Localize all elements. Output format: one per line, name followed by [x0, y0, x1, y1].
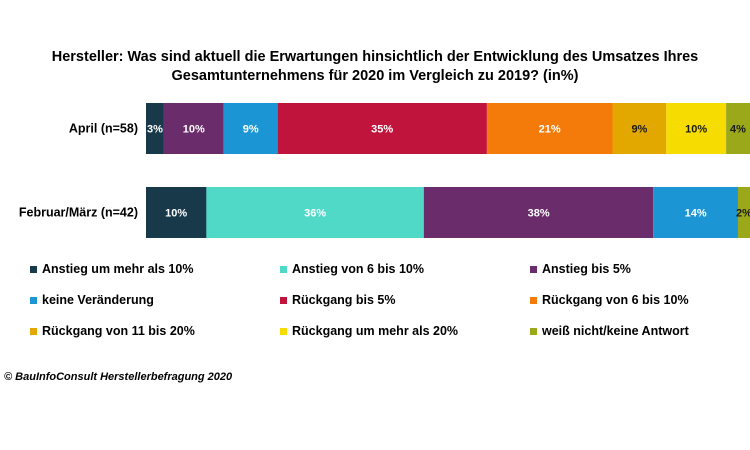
bar-segment — [163, 103, 224, 154]
legend-label: keine Veränderung — [42, 293, 154, 307]
data-label: 9% — [243, 124, 259, 136]
data-label: 35% — [371, 124, 393, 136]
legend-label: Rückgang von 11 bis 20% — [42, 324, 195, 338]
bar-segment — [726, 103, 750, 154]
bar-segment — [423, 187, 654, 238]
legend-item: Anstieg bis 5% — [530, 262, 730, 276]
legend-swatch — [280, 265, 287, 273]
bar-segment — [146, 103, 164, 154]
bar-segment — [737, 187, 750, 238]
stacked-bar-chart: April (n=58) 3% 10% 9% 35% 21% 9% 10% 4% Februar/… — [19, 103, 750, 238]
legend-item: Rückgang von 6 bis 10% — [530, 293, 730, 307]
legend-swatch — [280, 327, 287, 335]
data-label: 4% — [730, 124, 746, 136]
legend-item: Rückgang von 11 bis 20% — [30, 324, 280, 338]
legend-item: weiß nicht/keine Antwort — [530, 324, 730, 338]
category-label: Februar/März (n=42) — [19, 206, 138, 220]
legend-label: Rückgang um mehr als 20% — [292, 324, 459, 338]
data-label: 21% — [539, 124, 561, 136]
legend-swatch — [530, 327, 537, 335]
legend-swatch — [30, 327, 37, 335]
legend-label: Rückgang bis 5% — [292, 293, 396, 307]
data-label: 38% — [528, 208, 550, 220]
legend-item: Anstieg von 6 bis 10% — [280, 262, 530, 276]
bar-segment — [653, 187, 738, 238]
bar-segment — [223, 103, 278, 154]
legend-swatch — [30, 296, 37, 304]
data-label: 10% — [183, 124, 205, 136]
data-label: 2% — [736, 208, 750, 220]
legend-swatch — [280, 296, 287, 304]
bar-segment — [206, 187, 424, 238]
legend-item: Rückgang um mehr als 20% — [280, 324, 530, 338]
legend-swatch — [530, 296, 537, 304]
legend-label: Anstieg von 6 bis 10% — [292, 262, 424, 276]
legend-item: keine Veränderung — [30, 293, 280, 307]
data-label: 9% — [631, 124, 647, 136]
legend-label: weiß nicht/keine Antwort — [542, 324, 689, 338]
data-label: 10% — [165, 208, 187, 220]
bar-segment — [612, 103, 667, 154]
legend-swatch — [30, 265, 37, 273]
legend-item: Anstieg um mehr als 10% — [30, 262, 280, 276]
legend-swatch — [530, 265, 537, 273]
chart-title-line-2: Gesamtunternehmens für 2020 im Vergleich… — [171, 68, 579, 84]
bar-segment — [146, 187, 207, 238]
legend-item: Rückgang bis 5% — [280, 293, 530, 307]
category-label: April (n=58) — [69, 122, 138, 136]
data-label: 36% — [304, 208, 326, 220]
legend-label: Anstieg um mehr als 10% — [42, 262, 194, 276]
bar-segment — [666, 103, 727, 154]
chart-title-line-1: Hersteller: Was sind aktuell die Erwartu… — [51, 49, 699, 65]
data-label: 10% — [685, 124, 707, 136]
legend-label: Rückgang von 6 bis 10% — [542, 293, 689, 307]
bar-segment — [486, 103, 613, 154]
chart-title: Hersteller: Was sind aktuell die Erwartu… — [20, 48, 730, 86]
source-note: © BauInfoConsult Herstellerbefragung 202… — [4, 371, 233, 383]
data-label: 14% — [685, 208, 707, 220]
data-label: 3% — [147, 124, 163, 136]
bar-segment — [277, 103, 487, 154]
legend-label: Anstieg bis 5% — [542, 262, 631, 276]
chart-legend: Anstieg um mehr als 10% Anstieg von 6 bis… — [30, 262, 730, 338]
